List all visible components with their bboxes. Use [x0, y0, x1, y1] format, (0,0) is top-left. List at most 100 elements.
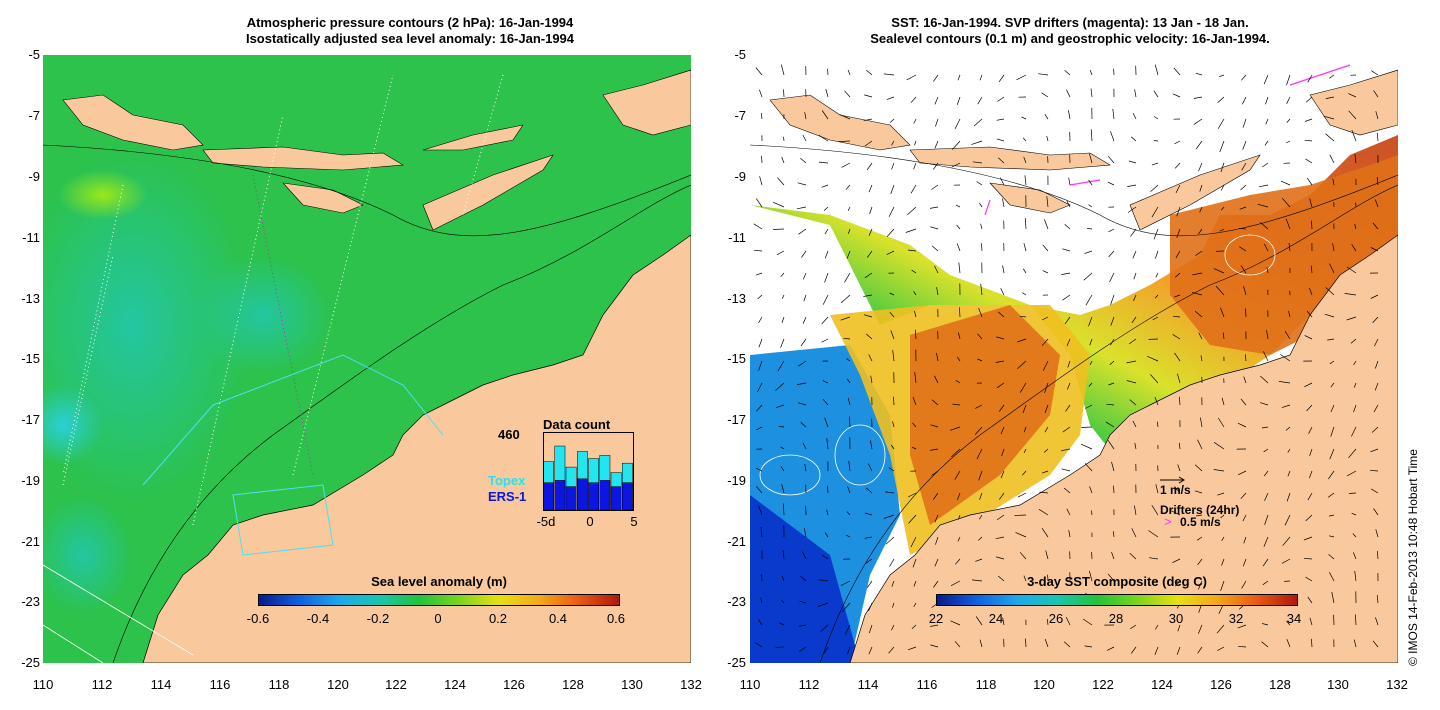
satellite-track	[462, 74, 504, 216]
velocity-arrow	[890, 184, 895, 195]
velocity-arrow	[1245, 308, 1247, 318]
velocity-arrow	[1355, 614, 1357, 626]
colorbar-tick: -0.4	[306, 611, 330, 626]
x-tick: 114	[857, 677, 879, 692]
velocity-arrow	[1243, 286, 1247, 296]
y-tick: -17	[21, 412, 40, 427]
velocity-arrow	[978, 470, 983, 481]
velocity-arrow	[1107, 573, 1115, 582]
velocity-arrow	[1325, 287, 1335, 296]
velocity-arrow	[800, 338, 807, 347]
x-tick: 128	[1269, 677, 1291, 692]
y-tick: -21	[727, 534, 746, 549]
drifter-legend-marker: >	[1164, 514, 1172, 529]
x-tick: 124	[444, 677, 466, 692]
velocity-arrow	[1017, 360, 1027, 369]
velocity-arrow	[1309, 287, 1313, 296]
velocity-arrow	[1240, 265, 1247, 274]
velocity-arrow	[781, 316, 785, 323]
velocity-arrow	[1375, 617, 1379, 626]
velocity-arrow	[757, 294, 763, 300]
velocity-arrow	[907, 206, 917, 215]
velocity-arrow	[782, 549, 785, 560]
velocity-arrow	[1331, 591, 1335, 604]
velocity-arrow	[1014, 514, 1027, 516]
velocity-arrow	[844, 272, 851, 283]
velocity-arrow	[1220, 307, 1225, 318]
velocity-arrow	[883, 514, 895, 519]
velocity-arrow	[912, 396, 917, 406]
velocity-arrow	[1060, 448, 1071, 452]
velocity-arrow	[775, 382, 785, 391]
velocity-arrow	[1286, 96, 1291, 104]
ers-bar	[577, 478, 588, 511]
velocity-arrow	[1023, 448, 1027, 453]
velocity-arrow	[1258, 184, 1269, 188]
velocity-arrow	[869, 206, 873, 215]
white-contour	[43, 624, 104, 663]
velocity-arrow	[1084, 645, 1093, 648]
velocity-arrow	[1150, 374, 1159, 384]
velocity-arrow	[1329, 572, 1335, 582]
velocity-arrow	[933, 492, 939, 500]
velocity-arrow	[1067, 360, 1071, 368]
velocity-arrow	[1015, 532, 1027, 538]
velocity-arrow	[971, 140, 983, 145]
x-tick: 130	[621, 677, 643, 692]
velocity-arrow	[892, 602, 895, 608]
velocity-arrow	[802, 272, 807, 280]
velocity-arrow	[1025, 638, 1027, 648]
anomaly-patch	[58, 170, 148, 220]
velocity-arrow	[975, 404, 983, 409]
y-tick: -7	[734, 108, 746, 123]
velocity-arrow	[868, 624, 873, 634]
velocity-arrow	[1134, 442, 1137, 450]
velocity-arrow	[1373, 404, 1379, 413]
island-tanimbar	[1309, 69, 1398, 136]
velocity-arrow	[1172, 558, 1181, 564]
velocity-arrow	[1105, 421, 1115, 428]
velocity-arrow	[1151, 162, 1159, 166]
colorbar-tick: 34	[1286, 611, 1302, 626]
velocity-arrow	[840, 580, 851, 586]
velocity-arrow	[1242, 558, 1247, 567]
velocity-arrow	[772, 201, 785, 208]
velocity-arrow	[817, 602, 829, 607]
velocity-arrow	[914, 371, 917, 384]
velocity-arrow	[1241, 580, 1247, 589]
velocity-arrow	[1155, 484, 1159, 494]
velocity-arrow	[1108, 228, 1115, 233]
velocity-arrow	[865, 487, 873, 494]
velocity-arrow	[907, 646, 917, 651]
y-tick: -11	[728, 230, 746, 245]
velocity-arrow	[1242, 514, 1247, 522]
velocity-arrow	[1065, 616, 1071, 626]
inset-frame	[543, 432, 634, 511]
velocity-arrow	[1303, 557, 1313, 560]
velocity-arrow	[1287, 470, 1291, 477]
velocity-arrow	[798, 228, 807, 235]
x-tick: 118	[975, 677, 997, 692]
velocity-arrow	[1197, 439, 1203, 450]
x-tick: 118	[268, 677, 290, 692]
velocity-arrow	[1178, 442, 1181, 450]
island-java	[62, 94, 204, 151]
velocity-arrow	[1017, 338, 1027, 343]
velocity-arrow	[1328, 470, 1335, 480]
velocity-arrow	[775, 404, 785, 409]
velocity-arrow	[1177, 464, 1181, 472]
velocity-arrow	[1240, 492, 1247, 499]
velocity-arrow	[886, 250, 895, 255]
velocity-arrow	[1344, 293, 1357, 296]
velocity-arrow	[1044, 219, 1049, 230]
velocity-arrow	[864, 140, 873, 147]
velocity-arrow	[776, 250, 785, 256]
y-tick: -17	[727, 412, 746, 427]
anomaly-patch	[43, 495, 133, 615]
velocity-arrow	[1240, 184, 1247, 191]
velocity-arrow	[979, 74, 983, 81]
velocity-arrow	[868, 354, 873, 362]
colorbar-tick: 0.2	[488, 611, 508, 626]
colorbar-tick: -0.2	[366, 611, 390, 626]
velocity-arrow	[1260, 222, 1269, 230]
